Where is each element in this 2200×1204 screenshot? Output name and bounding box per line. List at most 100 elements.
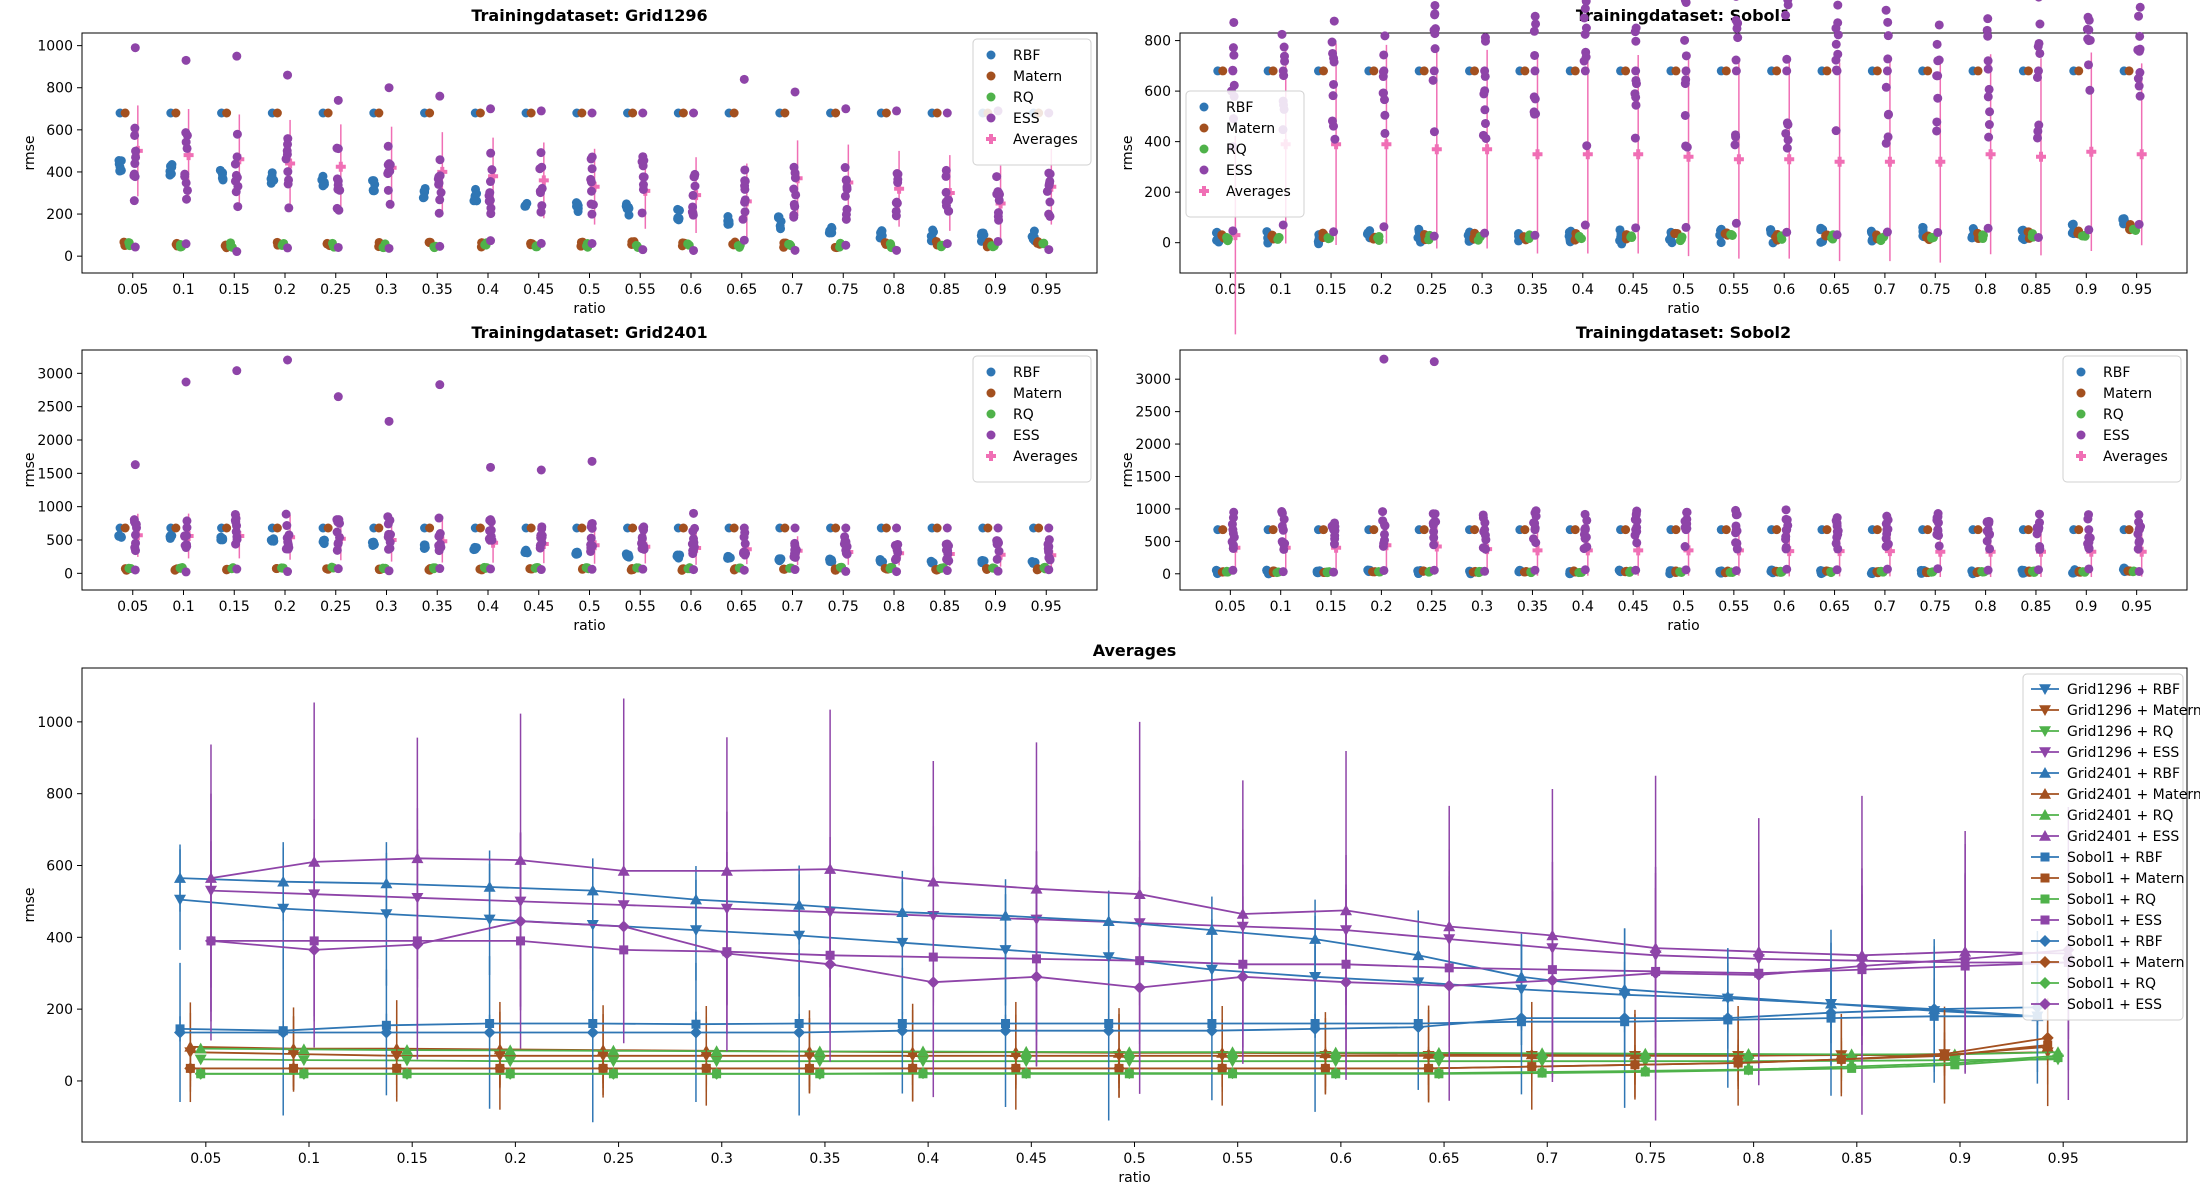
y-tick-label: 500 — [46, 533, 73, 549]
y-tick-label: 3000 — [1135, 372, 1171, 388]
ess-point — [1881, 82, 1891, 92]
ess-point — [1428, 509, 1438, 519]
ess-point — [639, 172, 649, 182]
ess-point — [486, 148, 496, 158]
series-marker — [710, 1067, 723, 1080]
ess-point — [1932, 39, 1942, 49]
ess-point — [1278, 567, 1288, 577]
ess-point — [1983, 56, 1993, 66]
series-marker — [1742, 1063, 1755, 1076]
legend-label: Matern — [2103, 386, 2152, 402]
ess-point — [942, 239, 952, 249]
ess-point — [790, 245, 800, 255]
ess-point — [841, 175, 851, 185]
ess-point — [1429, 533, 1439, 543]
ess-point — [1329, 79, 1339, 89]
legend-marker — [2039, 998, 2051, 1010]
ess-point — [790, 523, 800, 533]
matern-point — [1671, 66, 1681, 76]
series-marker — [1649, 967, 1662, 980]
ess-point — [892, 106, 902, 116]
rbf-point — [319, 535, 329, 545]
ess-point — [131, 152, 141, 162]
series-marker — [607, 1044, 620, 1056]
x-tick-label: 0.3 — [1471, 282, 1493, 298]
ess-point — [1582, 141, 1592, 151]
matern-point — [1872, 66, 1882, 76]
matern-point — [1268, 525, 1278, 535]
x-tick-label: 0.45 — [523, 282, 554, 298]
x-tick-label: 0.35 — [809, 1151, 840, 1167]
ess-point — [1579, 544, 1589, 554]
series-marker — [380, 877, 393, 889]
series-marker — [803, 1062, 816, 1075]
ess-point — [2033, 232, 2043, 242]
y-tick-label: 800 — [1144, 34, 1171, 50]
ess-point — [1580, 525, 1590, 535]
averages-marker — [2136, 149, 2147, 160]
x-tick-label: 0.7 — [781, 282, 803, 298]
x-tick-label: 0.8 — [1742, 1151, 1764, 1167]
plot-frame — [81, 32, 1098, 274]
series-marker — [1546, 974, 1559, 987]
ess-point — [1429, 66, 1439, 76]
ess-point — [1982, 25, 1992, 35]
ess-point — [1781, 532, 1791, 542]
x-tick-label: 0.2 — [274, 282, 296, 298]
ess-point — [1579, 13, 1589, 23]
y-tick-label: 400 — [1144, 135, 1171, 151]
ess-point — [637, 208, 647, 218]
ess-point — [2084, 564, 2094, 574]
series-marker — [277, 875, 290, 887]
x-axis-label: ratio — [573, 618, 605, 634]
ess-point — [130, 130, 140, 140]
x-tick-label: 0.2 — [1370, 599, 1392, 615]
ess-point — [586, 174, 596, 184]
x-tick-label: 0.2 — [274, 599, 296, 615]
ess-point — [536, 207, 546, 217]
legend-label: RQ — [1013, 90, 1034, 106]
rbf-point — [824, 228, 834, 238]
ess-point — [436, 542, 446, 552]
ess-point — [1428, 75, 1438, 85]
series-marker — [1536, 1047, 1549, 1059]
legend-label: RQ — [1226, 142, 1247, 158]
legend-marker — [1199, 102, 1209, 112]
ess-point — [1329, 539, 1339, 549]
matern-point — [475, 108, 485, 118]
ess-point — [1932, 117, 1942, 127]
matern-point — [1218, 66, 1228, 76]
rbf-point — [977, 228, 987, 238]
matern-point — [1772, 525, 1782, 535]
ess-point — [1681, 525, 1691, 535]
series-marker — [1639, 1047, 1652, 1059]
ess-point — [1833, 30, 1843, 40]
ess-point — [333, 95, 343, 105]
ess-point — [1832, 565, 1842, 575]
x-tick-label: 0.3 — [375, 282, 397, 298]
legend-label: Grid1296 + RBF — [2067, 682, 2180, 698]
ess-point — [891, 211, 901, 221]
x-tick-label: 0.75 — [828, 599, 859, 615]
ess-point — [993, 536, 1003, 546]
x-tick-label: 0.9 — [984, 599, 1006, 615]
ess-point — [283, 537, 293, 547]
matern-point — [1034, 523, 1044, 533]
ess-point — [130, 123, 140, 133]
averages-marker — [538, 175, 549, 186]
ess-point — [384, 416, 394, 426]
series-marker — [390, 1062, 403, 1075]
series-marker — [1329, 1067, 1342, 1080]
ess-point — [840, 191, 850, 201]
rbf-point — [116, 532, 126, 542]
ess-point — [1328, 91, 1338, 101]
ess-point — [689, 108, 699, 118]
series-marker — [297, 1067, 310, 1080]
ess-point — [182, 185, 192, 195]
ess-point — [334, 205, 344, 215]
ess-point — [1379, 354, 1389, 364]
ess-point — [841, 523, 851, 533]
ess-point — [639, 156, 649, 166]
ess-point — [434, 208, 444, 218]
matern-point — [729, 108, 739, 118]
